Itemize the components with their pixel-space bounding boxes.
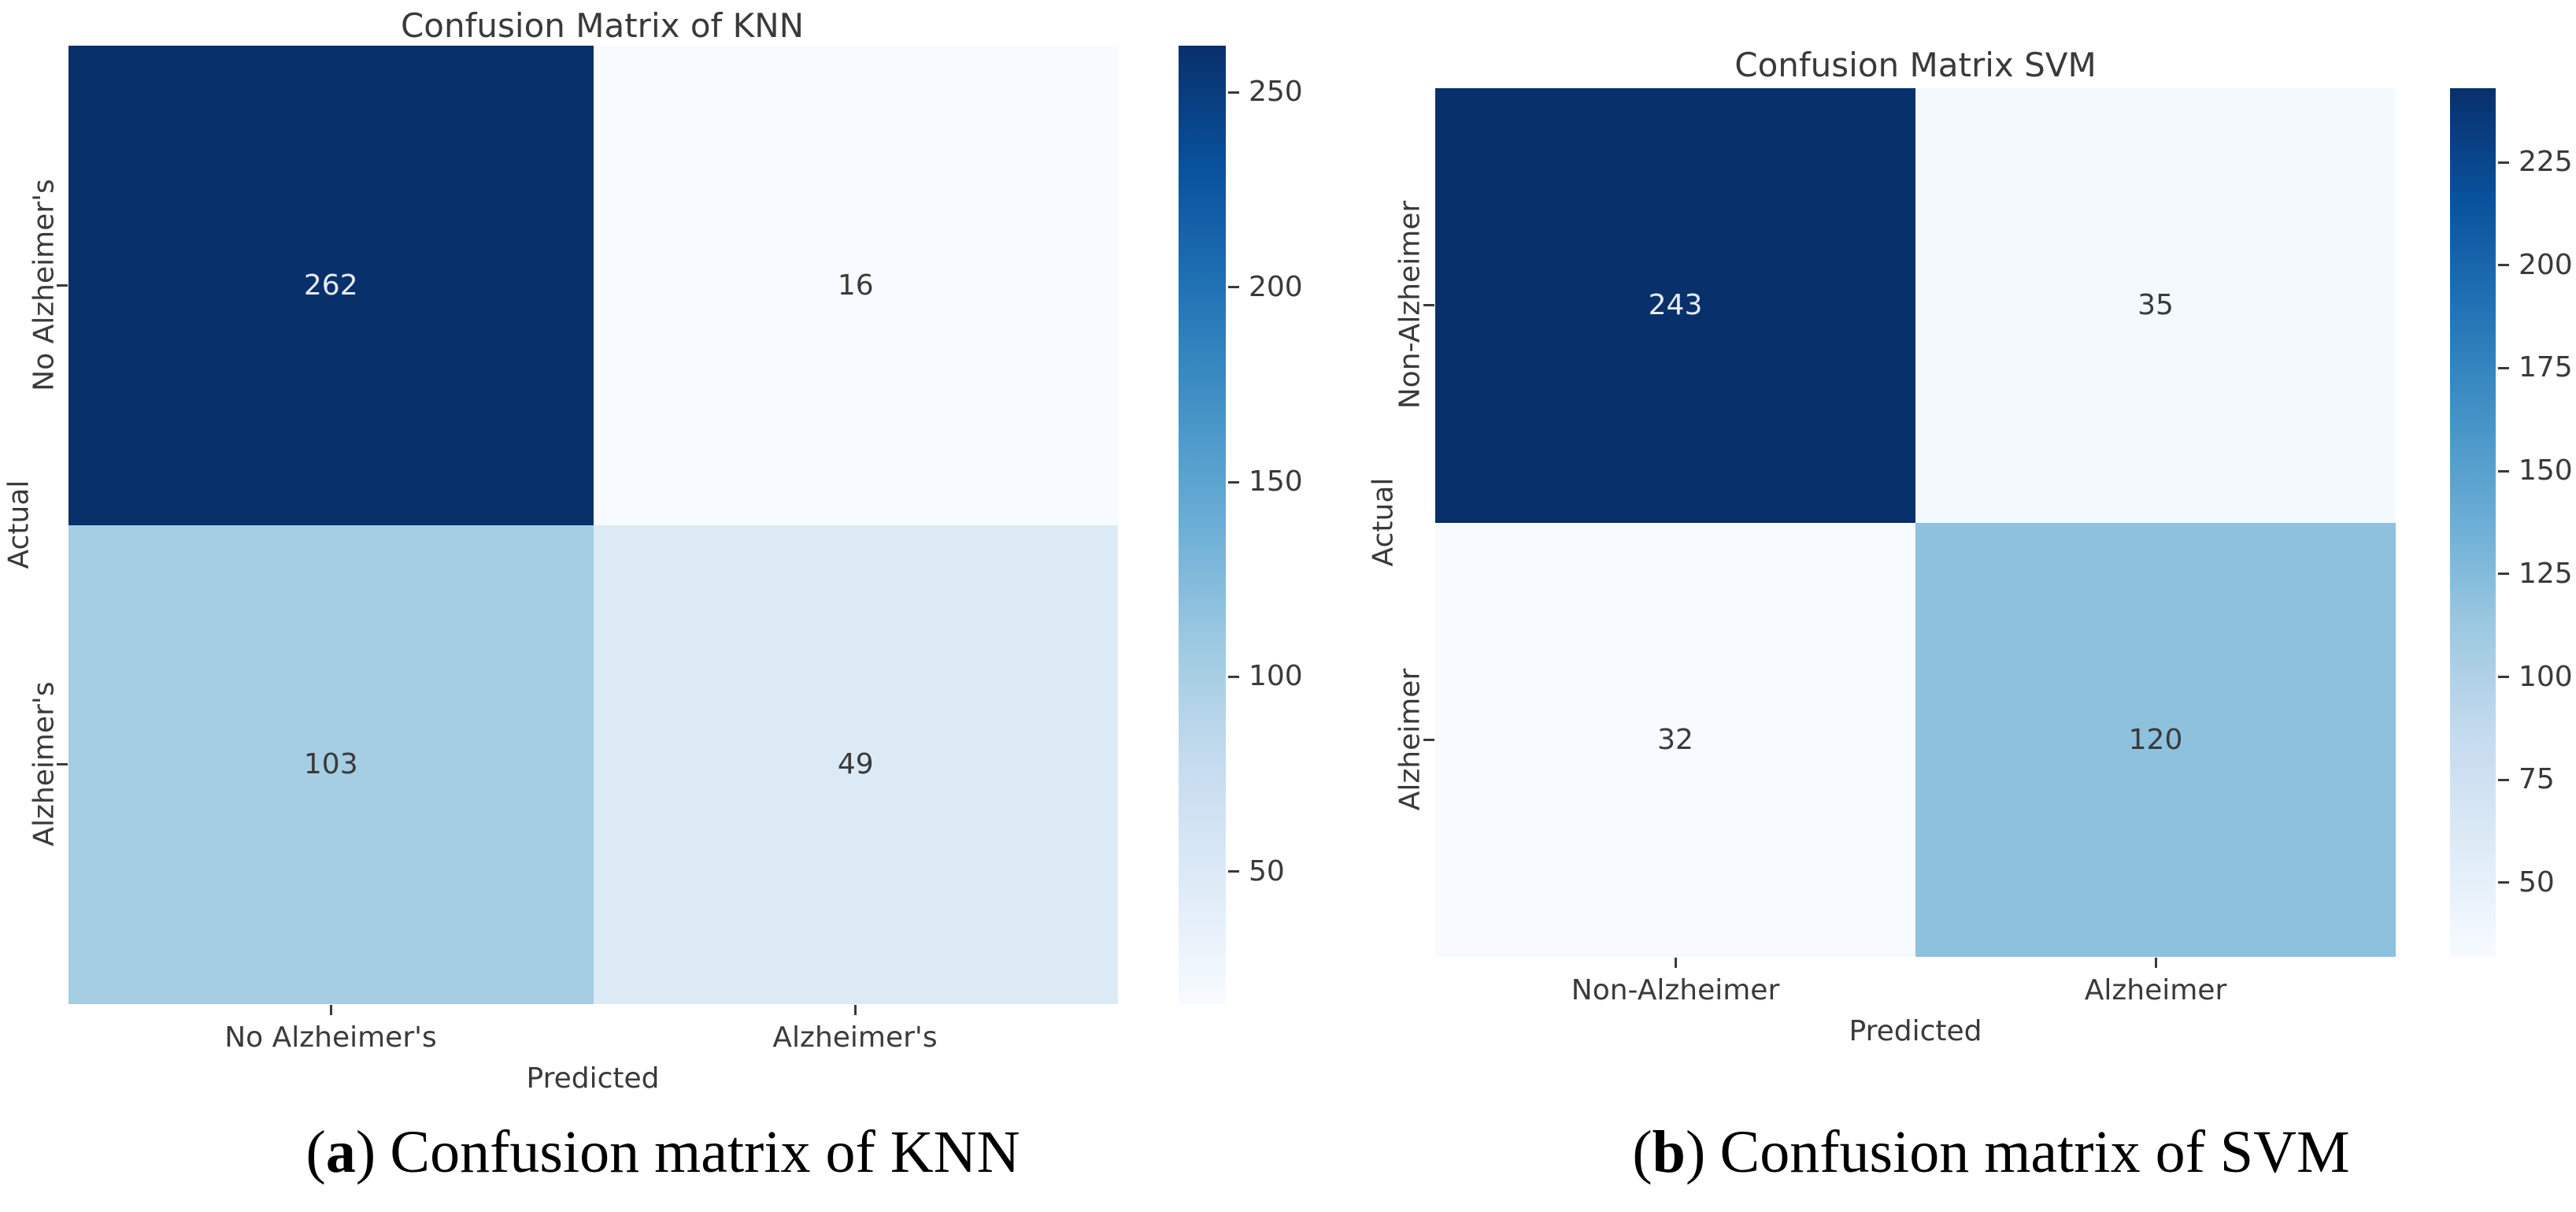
colorbar-tick-mark <box>1228 286 1239 289</box>
knn-y-tick-label-alzheimers: Alzheimer's <box>28 681 61 847</box>
svm-cell-true-negative: 243 <box>1435 88 1915 523</box>
colorbar-tick-mark <box>2498 161 2509 164</box>
svm-y-tick-label-non-alzheimer: Non-Alzheimer <box>1393 200 1427 410</box>
knn-x-axis-label: Predicted <box>526 1062 660 1095</box>
knn-plot-title: Confusion Matrix of KNN <box>400 6 805 45</box>
colorbar-tick: 250 <box>1226 78 1303 106</box>
svm-y-tick-label-alzheimer: Alzheimer <box>1393 668 1427 811</box>
svm-x-tick-mark <box>1675 958 1677 968</box>
colorbar-tick-mark <box>1228 480 1239 484</box>
colorbar-tick: 175 <box>2496 354 2573 382</box>
colorbar-tick: 150 <box>1226 468 1303 496</box>
svm-heatmap: 243 35 32 120 <box>1435 88 2396 957</box>
knn-caption-text: Confusion matrix of KNN <box>390 1119 1020 1185</box>
svm-y-axis-label: Actual <box>1367 477 1400 567</box>
knn-caption-letter: a <box>325 1119 356 1185</box>
colorbar-tick-mark <box>2498 264 2509 267</box>
colorbar-tick-label: 75 <box>2519 763 2555 796</box>
colorbar-tick: 125 <box>2496 557 2573 590</box>
svm-x-tick-mark <box>2155 958 2157 968</box>
colorbar-tick-mark <box>2498 573 2509 576</box>
svm-caption: (b) Confusion matrix of SVM <box>1632 1118 2349 1187</box>
knn-cell-value-fn: 103 <box>303 748 358 781</box>
knn-cell-value-fp: 16 <box>837 269 874 302</box>
colorbar-tick-label: 100 <box>1249 660 1303 693</box>
colorbar-tick-label: 50 <box>2519 865 2555 899</box>
colorbar-tick: 100 <box>1226 662 1303 691</box>
knn-colorbar <box>1179 46 1226 1004</box>
colorbar-tick-label: 50 <box>1249 854 1285 888</box>
colorbar-tick: 150 <box>2496 457 2573 485</box>
colorbar-tick: 200 <box>1226 270 1303 303</box>
colorbar-tick-label: 225 <box>2519 146 2573 179</box>
colorbar-tick-label: 150 <box>1249 465 1303 499</box>
knn-x-tick-label-no-alzheimers: No Alzheimer's <box>224 1021 437 1054</box>
colorbar-tick-label: 100 <box>2519 660 2573 693</box>
svm-cell-true-positive: 120 <box>1915 522 2396 957</box>
svm-cell-value-fp: 35 <box>2137 289 2174 322</box>
colorbar-tick-mark <box>1228 91 1239 94</box>
svm-x-tick-label-non-alzheimer: Non-Alzheimer <box>1571 974 1780 1006</box>
svm-y-tick-mark <box>1423 739 1434 741</box>
colorbar-tick-mark <box>1228 675 1239 678</box>
colorbar-tick-mark <box>2498 469 2509 473</box>
knn-cell-value-tn: 262 <box>303 269 358 302</box>
knn-cell-true-positive: 49 <box>593 524 1118 1004</box>
colorbar-tick: 225 <box>2496 148 2573 176</box>
svm-y-tick-mark <box>1423 304 1434 306</box>
colorbar-tick-label: 175 <box>2519 351 2573 384</box>
knn-y-tick-label-no-alzheimers: No Alzheimer's <box>28 179 61 391</box>
colorbar-tick: 100 <box>2496 660 2573 693</box>
colorbar-tick-mark <box>1228 870 1239 873</box>
svm-x-axis-label: Predicted <box>1849 1015 1982 1047</box>
colorbar-tick-mark <box>2498 366 2509 369</box>
colorbar-tick-label: 200 <box>1249 270 1303 303</box>
colorbar-tick: 50 <box>1226 854 1285 888</box>
svm-cell-false-negative: 32 <box>1435 522 1915 957</box>
knn-cell-true-negative: 262 <box>68 46 594 525</box>
knn-y-axis-label: Actual <box>2 480 35 569</box>
svm-cell-value-fn: 32 <box>1657 723 1693 756</box>
colorbar-tick-mark <box>2498 881 2509 884</box>
knn-x-tick-label-alzheimers: Alzheimer's <box>772 1021 938 1054</box>
colorbar-tick: 50 <box>2496 865 2555 899</box>
knn-y-tick-mark <box>57 763 68 765</box>
svm-cell-value-tp: 120 <box>2128 723 2183 756</box>
colorbar-tick-mark <box>2498 676 2509 679</box>
knn-y-tick-mark <box>57 284 68 287</box>
colorbar-tick-label: 250 <box>1249 76 1303 109</box>
colorbar-tick-label: 125 <box>2519 557 2573 590</box>
svm-caption-paren-close: ) <box>1685 1119 1706 1185</box>
svm-cell-false-positive: 35 <box>1915 88 2396 523</box>
knn-caption-paren-close: ) <box>355 1119 376 1185</box>
knn-caption-paren-open: ( <box>305 1119 326 1185</box>
svm-colorbar <box>2450 88 2496 957</box>
svm-caption-paren-open: ( <box>1632 1119 1653 1185</box>
svm-cell-value-tn: 243 <box>1648 289 1703 322</box>
colorbar-tick-label: 200 <box>2519 248 2573 281</box>
knn-cell-false-positive: 16 <box>593 46 1118 525</box>
knn-cell-value-tp: 49 <box>837 748 874 781</box>
colorbar-tick: 200 <box>2496 248 2573 281</box>
knn-cell-false-negative: 103 <box>68 524 594 1004</box>
svm-caption-letter: b <box>1652 1119 1686 1185</box>
knn-x-tick-mark <box>330 1005 332 1015</box>
knn-x-tick-mark <box>854 1005 857 1015</box>
colorbar-tick: 75 <box>2496 765 2555 794</box>
knn-caption: (a) Confusion matrix of KNN <box>306 1118 1020 1187</box>
svm-caption-text: Confusion matrix of SVM <box>1719 1119 2350 1185</box>
svm-plot-title: Confusion Matrix SVM <box>1734 46 2097 84</box>
colorbar-tick-label: 150 <box>2519 454 2573 487</box>
colorbar-tick-mark <box>2498 778 2509 781</box>
svm-x-tick-label-alzheimer: Alzheimer <box>2084 974 2227 1006</box>
knn-heatmap: 262 16 103 49 <box>68 46 1118 1004</box>
